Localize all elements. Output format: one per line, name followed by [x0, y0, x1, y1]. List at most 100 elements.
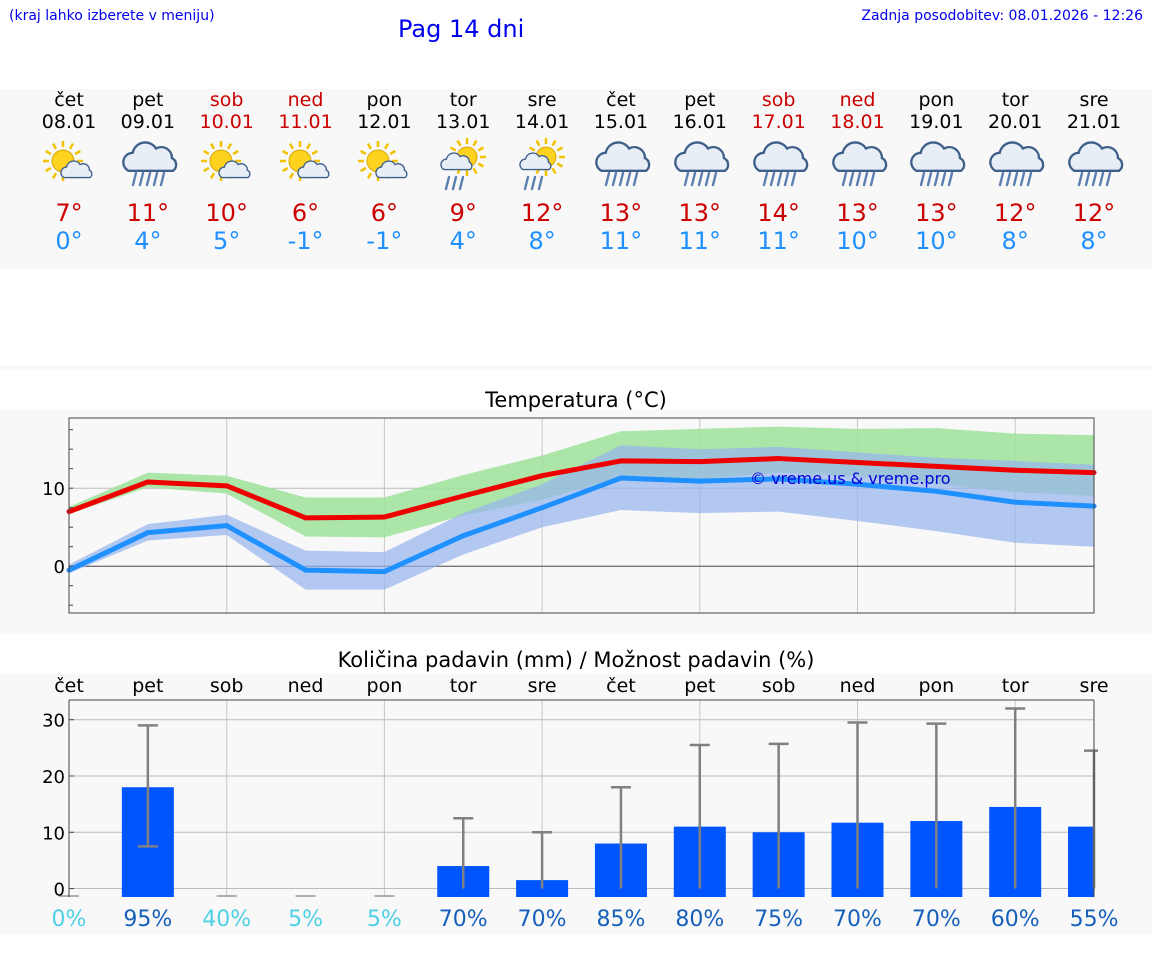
- min-temp-point: [1012, 499, 1018, 505]
- day-date: 20.01: [987, 111, 1043, 133]
- day-column: sob 17.01 14° 11°: [739, 89, 819, 255]
- max-temp-point: [776, 456, 782, 462]
- day-max-temp: 7°: [55, 199, 83, 227]
- plot-frame: [68, 417, 1095, 614]
- y-tick-label: 30: [42, 711, 65, 732]
- day-column: pet 09.01 11° 4°: [108, 89, 188, 255]
- day-name: sre: [527, 89, 557, 111]
- day-max-temp: 14°: [757, 199, 800, 227]
- day-name: čet: [54, 89, 84, 111]
- day-column: sob 10.01 10° 5°: [187, 89, 267, 255]
- sun-cloud-icon: [43, 141, 93, 181]
- category-label: pet: [684, 675, 715, 697]
- day-date: 13.01: [436, 111, 491, 133]
- sun-rain-icon: [519, 138, 566, 191]
- min-temp-point: [618, 475, 624, 481]
- min-temp-point: [460, 533, 466, 539]
- rain-cloud-icon: [910, 141, 966, 187]
- rain-cloud-icon: [831, 141, 887, 187]
- probability-label: 95%: [123, 907, 172, 932]
- day-date: 21.01: [1066, 111, 1122, 133]
- day-max-temp: 13°: [678, 199, 722, 227]
- max-temp-point: [224, 483, 230, 489]
- day-date: 10.01: [199, 111, 254, 133]
- day-name: tor: [1001, 89, 1029, 111]
- max-temp-point: [460, 493, 466, 499]
- day-max-temp: 12°: [520, 199, 564, 227]
- min-temp-line: [67, 475, 1095, 575]
- day-name: sob: [761, 89, 796, 111]
- sun-cloud-icon: [200, 141, 251, 181]
- separator-band: [0, 365, 1152, 370]
- day-min-temp: 10°: [836, 227, 879, 255]
- day-max-temp: 11°: [126, 199, 170, 227]
- probability-label: 85%: [596, 907, 645, 932]
- category-label: sob: [762, 675, 796, 697]
- y-tick-label: 0: [54, 557, 65, 578]
- probability-label: 55%: [1070, 907, 1119, 932]
- max-temp-point: [1012, 467, 1018, 473]
- day-name: pon: [366, 89, 403, 111]
- precip-bar: [1068, 826, 1094, 897]
- day-min-temp: 5°: [213, 227, 241, 255]
- y-tick-label: 20: [42, 767, 65, 788]
- day-min-temp: 11°: [757, 227, 800, 255]
- min-temp-point: [381, 569, 387, 575]
- min-temp-point: [855, 481, 860, 487]
- day-column: tor 13.01 9° 4°: [423, 89, 503, 255]
- watermark: © vreme.us & vreme.pro: [750, 469, 951, 488]
- day-max-temp: 9°: [449, 199, 477, 227]
- precip-chart-title: Količina padavin (mm) / Možnost padavin …: [337, 648, 815, 672]
- probability-label: 5%: [367, 907, 402, 932]
- rain-cloud-icon: [673, 141, 730, 187]
- day-date: 08.01: [41, 111, 97, 133]
- min-temp-point: [776, 476, 782, 482]
- day-max-temp: 13°: [915, 199, 958, 227]
- max-temp-point: [933, 463, 939, 469]
- sun-rain-icon: [440, 138, 487, 191]
- y-tick-label: 10: [42, 479, 65, 500]
- day-min-temp: 11°: [599, 227, 643, 255]
- day-max-temp: 12°: [993, 199, 1037, 227]
- day-name: tor: [449, 89, 477, 111]
- day-column: pon 19.01 13° 10°: [896, 89, 976, 255]
- day-date: 14.01: [514, 111, 570, 133]
- probability-label: 40%: [202, 907, 251, 932]
- day-date: 12.01: [357, 111, 412, 133]
- category-label: sob: [210, 675, 244, 697]
- day-min-temp: 8°: [1001, 227, 1029, 255]
- location-hint: (kraj lahko izberete v meniju): [9, 8, 215, 24]
- day-max-temp: 6°: [370, 199, 399, 227]
- probability-label: 75%: [754, 907, 803, 932]
- category-label: tor: [450, 675, 477, 697]
- day-min-temp: 8°: [528, 227, 556, 255]
- y-tick-label: 0: [54, 880, 65, 901]
- day-max-temp: 13°: [599, 199, 643, 227]
- day-min-temp: 10°: [915, 227, 958, 255]
- day-column: čet 15.01 13° 11°: [581, 89, 661, 255]
- probability-label: 5%: [288, 907, 323, 932]
- category-label: sre: [1080, 675, 1109, 697]
- day-date: 11.01: [278, 111, 333, 133]
- max-temp-line: [68, 456, 1095, 521]
- probability-label: 70%: [439, 907, 488, 932]
- category-label: ned: [840, 675, 876, 697]
- day-date: 09.01: [120, 111, 176, 133]
- day-name: čet: [606, 89, 636, 111]
- category-label: čet: [606, 675, 636, 697]
- min-temp-point: [224, 523, 230, 529]
- max-temp-point: [381, 514, 387, 520]
- probability-label: 60%: [991, 907, 1040, 932]
- min-temp-point: [933, 488, 939, 494]
- last-update: Zadnja posodobitev: 08.01.2026 - 12:26: [861, 8, 1143, 24]
- day-column: čet 08.01 7° 0°: [29, 89, 109, 255]
- max-temp-point: [618, 458, 624, 464]
- day-column: sre 14.01 12° 8°: [502, 89, 582, 255]
- temp-chart-title: Temperatura (°C): [485, 388, 667, 412]
- day-name: ned: [287, 89, 324, 111]
- temperature-chart: 0 10 © vreme.us & vreme.pro: [42, 417, 1097, 614]
- category-label: pet: [132, 675, 163, 697]
- probability-label: 80%: [675, 907, 724, 932]
- day-min-temp: -1°: [287, 227, 324, 255]
- probability-label: 0%: [52, 907, 87, 932]
